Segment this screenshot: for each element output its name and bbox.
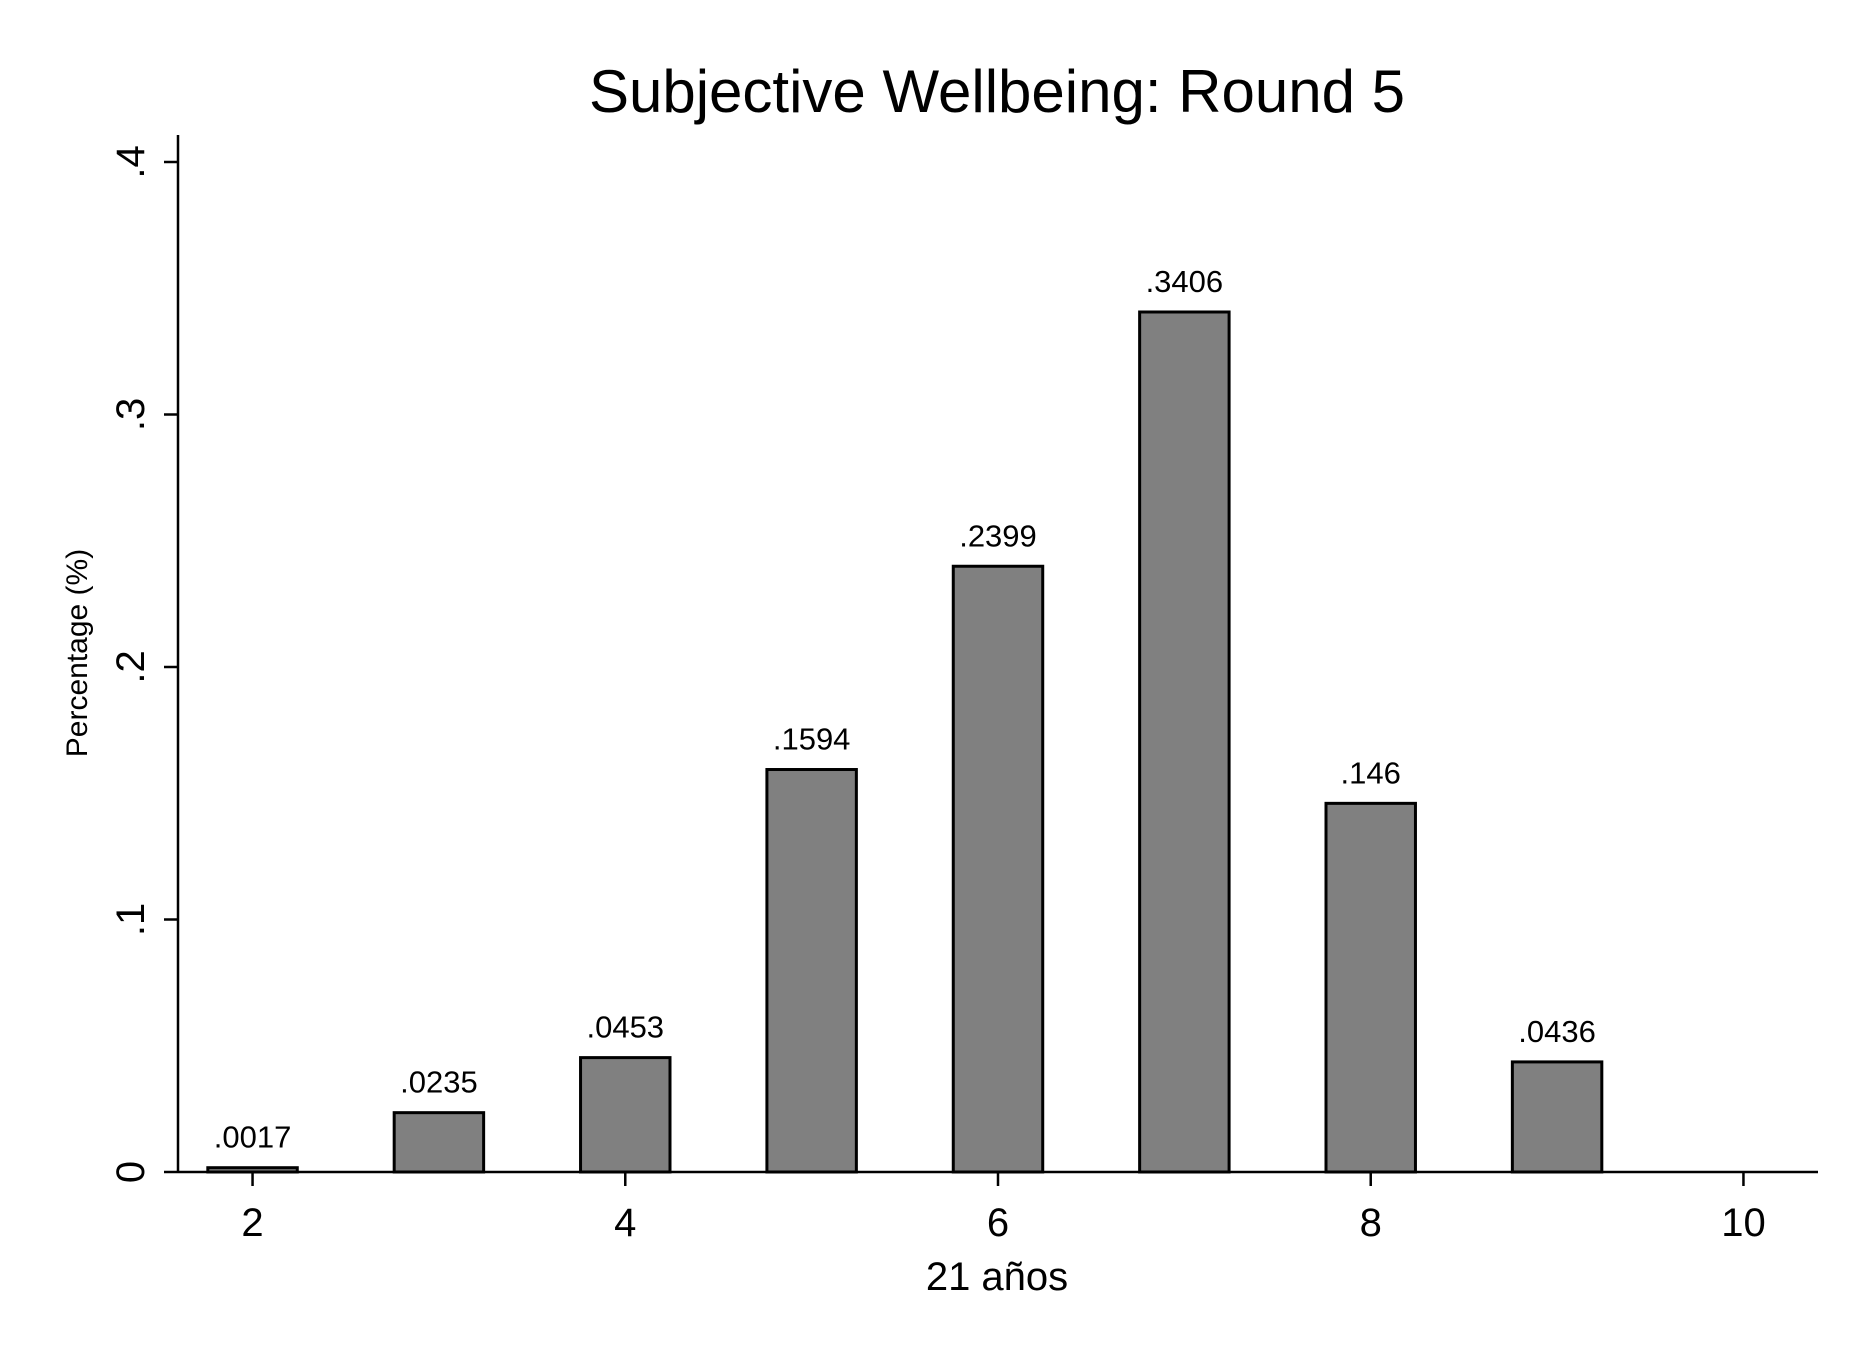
bar-9 (1510, 1060, 1604, 1174)
data-label-3: .0235 (400, 1065, 478, 1100)
data-label-7: .3406 (1146, 264, 1224, 299)
bars-layer (206, 310, 1604, 1174)
x-tick-label-2: 2 (241, 1201, 263, 1245)
data-label-2: .0017 (214, 1120, 292, 1155)
data-label-6: .2399 (959, 518, 1037, 553)
labels-layer: .0017 .0235 .0453 .1594 .2399 .3406 .146 .0436 (214, 264, 1596, 1155)
y-tick-label-0.2: .2 (109, 650, 153, 683)
bar-7 (1138, 310, 1231, 1174)
bar-8 (1324, 801, 1417, 1174)
bar-3 (392, 1111, 486, 1174)
chart-title: Subjective Wellbeing: Round 5 (589, 58, 1405, 125)
data-label-9: .0436 (1518, 1014, 1596, 1049)
x-axis-label: 21 años (926, 1255, 1068, 1299)
data-label-8: .146 (1341, 755, 1401, 790)
data-label-4: .0453 (586, 1010, 664, 1045)
y-tick-label-0.4: .4 (109, 145, 153, 178)
x-tick-label-10: 10 (1721, 1201, 1766, 1245)
bar-6 (951, 564, 1045, 1174)
y-tick-label-0: 0 (109, 1161, 153, 1183)
x-tick-label-6: 6 (987, 1201, 1009, 1245)
y-tick-label-0.3: .3 (109, 398, 153, 431)
bar-5 (765, 768, 858, 1174)
bar-2 (206, 1166, 299, 1174)
ticks-layer: 2 4 6 8 10 0 .1 .2 .3 .4 (109, 145, 1766, 1245)
y-tick-label-0.1: .1 (109, 903, 153, 936)
data-label-5: .1594 (773, 722, 851, 757)
y-axis-label: Percentage (%) (61, 549, 94, 757)
bar-4 (579, 1056, 672, 1174)
x-tick-label-8: 8 (1360, 1201, 1382, 1245)
x-tick-label-4: 4 (614, 1201, 636, 1245)
